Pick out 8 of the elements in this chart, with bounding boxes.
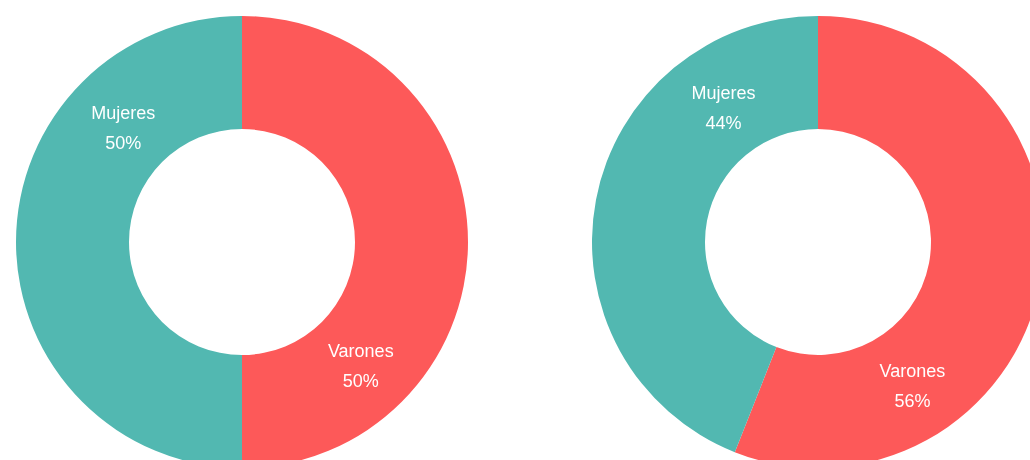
slice-label: Varones: [327, 340, 394, 361]
data-label: 56%: [894, 390, 931, 411]
slice-label: Mujeres: [691, 83, 756, 104]
data-label: 50%: [342, 370, 379, 391]
data-label: 50%: [105, 133, 142, 154]
data-label: 44%: [705, 113, 742, 134]
slice-label: Varones: [879, 360, 946, 381]
slice-label: Mujeres: [91, 103, 156, 124]
